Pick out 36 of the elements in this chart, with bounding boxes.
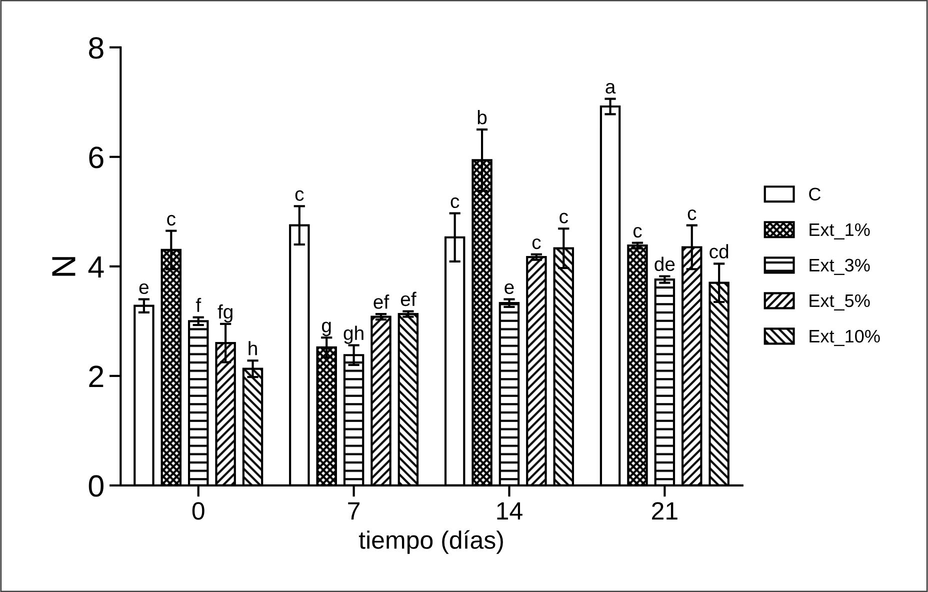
y-tick-label: 8 [89, 37, 104, 59]
data-label: ef [374, 294, 390, 309]
x-axis-title: tiempo (días) [358, 530, 503, 554]
data-label: c [633, 226, 642, 238]
data-label: h [248, 341, 257, 356]
legend-label: Ext_3% [810, 258, 870, 275]
data-label: b [478, 110, 487, 124]
data-label: ef [400, 292, 416, 306]
data-label: e [139, 283, 148, 294]
data-label: c [295, 190, 304, 201]
y-tick-label: 0 [88, 475, 104, 497]
y-tick-label: 6 [89, 146, 104, 168]
x-tick-label: 14 [497, 502, 522, 520]
legend-label: Ext_10% [810, 330, 880, 346]
legend-label: Ext_5% [810, 294, 870, 310]
legend-label: Ext_1% [810, 223, 870, 240]
x-tick-label: 0 [192, 502, 204, 520]
data-label: a [606, 82, 616, 94]
data-label: de [654, 256, 675, 272]
x-tick-label: 7 [348, 502, 360, 520]
x-tick-label: 21 [652, 502, 678, 520]
data-label: cd [710, 244, 728, 258]
data-label: c [532, 238, 541, 250]
data-label: gh [344, 326, 364, 344]
data-label: g [322, 322, 331, 336]
data-label: f [196, 298, 202, 312]
data-label: c [450, 197, 460, 208]
data-label: c [560, 212, 568, 224]
legend-label: C [809, 188, 821, 201]
y-axis-title: N [52, 257, 76, 276]
data-label: c [688, 209, 696, 220]
data-label: fg [218, 304, 232, 323]
data-label: e [504, 283, 514, 294]
y-tick-label: 4 [88, 256, 104, 278]
y-tick-label: 2 [89, 366, 104, 387]
data-label: c [167, 214, 176, 226]
